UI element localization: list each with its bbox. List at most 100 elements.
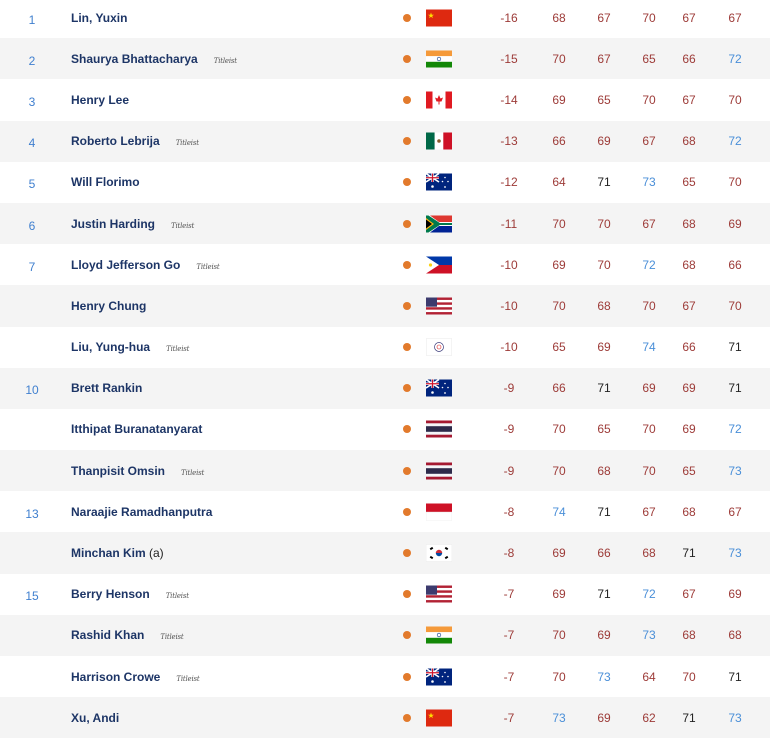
player-name-link[interactable]: Minchan Kim (a) [71,546,164,560]
table-row[interactable]: Liu, Yung-hua Titleist -10 65 69 74 66 71 [0,326,770,368]
player-name: Liu, Yung-hua [71,340,151,355]
round-5-score: 69 [728,587,742,602]
player-name-link[interactable]: Rashid Khan Titleist [71,628,184,642]
player-name: Minchan Kim [71,546,146,561]
round-2-score: 69 [597,710,611,725]
status-dot-icon [403,425,411,434]
round-5-score: 70 [728,175,742,190]
player-name-link[interactable]: Justin Harding Titleist [71,217,194,231]
table-row[interactable]: Harrison Crowe Titleist -7 70 73 64 70 71 [0,656,770,698]
round-4-score: 67 [682,10,696,25]
player-name-link[interactable]: Thanpisit Omsin Titleist [71,464,204,478]
table-row[interactable]: 15 Berry Henson Titleist -7 69 71 72 67 69 [0,573,770,615]
flag-kor-icon [426,544,452,562]
flag-phi-icon [426,256,452,274]
table-row[interactable]: 5 Will Florimo -12 64 71 73 65 70 [0,161,770,203]
table-row[interactable]: Xu, Andi -7 73 69 62 71 73 [0,697,770,739]
table-row[interactable]: 3 Henry Lee -14 69 65 70 67 70 [0,79,770,121]
table-row[interactable]: 13 Naraajie Ramadhanputra -8 74 71 67 68 67 [0,491,770,533]
round-3-score: 73 [642,175,656,190]
table-row[interactable]: 10 Brett Rankin -9 66 71 69 69 71 [0,367,770,409]
player-name: Lin, Yuxin [71,10,128,25]
table-row[interactable]: Minchan Kim (a) -8 69 66 68 71 73 [0,532,770,574]
total-to-par: -9 [503,463,515,478]
total-to-par: -10 [500,298,518,313]
round-4-score: 68 [682,504,696,519]
player-name-link[interactable]: Lin, Yuxin [71,11,127,25]
position: 6 [28,218,36,233]
status-dot-icon [403,466,411,475]
player-name-link[interactable]: Harrison Crowe Titleist [71,670,200,684]
player-name-link[interactable]: Henry Chung [71,299,146,313]
player-name-link[interactable]: Will Florimo [71,175,140,189]
player-name-link[interactable]: Shaurya Bhattacharya Titleist [71,52,237,66]
round-4-score: 66 [682,51,696,66]
total-to-par: -7 [503,587,515,602]
titleist-logo: Titleist [165,592,189,601]
round-4-score: 68 [682,628,696,643]
round-2-score: 68 [597,298,611,313]
flag-rsa-icon [426,215,452,233]
player-name-link[interactable]: Lloyd Jefferson Go Titleist [71,258,220,272]
position: 7 [28,259,36,274]
table-row[interactable]: 7 Lloyd Jefferson Go Titleist -10 69 70 72 68… [0,244,770,286]
total-to-par: -15 [500,51,518,66]
round-4-score: 71 [682,710,696,725]
table-row[interactable]: 1 Lin, Yuxin -16 68 67 70 67 67 [0,0,770,39]
flag-usa-icon [426,297,452,315]
round-3-score: 70 [642,422,656,437]
flag-chn-icon [426,709,452,727]
player-name: Shaurya Bhattacharya [71,51,198,66]
round-1-score: 74 [552,504,566,519]
round-3-score: 73 [642,628,656,643]
round-1-score: 68 [552,10,566,25]
round-2-score: 67 [597,10,611,25]
round-2-score: 66 [597,546,611,561]
table-row[interactable]: Henry Chung -10 70 68 70 67 70 [0,285,770,327]
flag-ind-icon [426,626,452,644]
titleist-logo: Titleist [213,56,237,65]
flag-can-icon [426,91,452,109]
table-row[interactable]: 4 Roberto Lebrija Titleist -13 66 69 67 68 72 [0,120,770,162]
round-4-score: 69 [682,422,696,437]
status-dot-icon [403,137,411,146]
table-row[interactable]: 6 Justin Harding Titleist -11 70 70 67 68 69 [0,202,770,245]
table-row[interactable]: Thanpisit Omsin Titleist -9 70 68 70 65 73 [0,450,770,492]
round-2-score: 70 [597,257,611,272]
round-3-score: 65 [642,51,656,66]
round-1-score: 70 [552,422,566,437]
round-5-score: 73 [728,710,742,725]
total-to-par: -7 [503,628,515,643]
round-5-score: 70 [728,298,742,313]
round-4-score: 68 [682,257,696,272]
player-name: Brett Rankin [71,381,143,396]
player-name-link[interactable]: Brett Rankin [71,381,142,395]
round-5-score: 71 [728,381,742,396]
round-2-score: 71 [597,175,611,190]
status-dot-icon [403,672,411,681]
round-5-score: 66 [728,257,742,272]
table-row[interactable]: 2 Shaurya Bhattacharya Titleist -15 70 67 65… [0,38,770,80]
round-5-score: 69 [728,216,742,231]
round-2-score: 71 [597,587,611,602]
player-name-link[interactable]: Roberto Lebrija Titleist [71,134,199,148]
player-name-link[interactable]: Xu, Andi [71,711,119,725]
flag-tha-icon [426,420,452,438]
status-dot-icon [403,95,411,104]
round-1-score: 70 [552,669,566,684]
player-name-link[interactable]: Naraajie Ramadhanputra [71,505,212,519]
player-name-link[interactable]: Berry Henson Titleist [71,587,189,601]
status-dot-icon [403,590,411,599]
round-3-score: 70 [642,10,656,25]
player-name-link[interactable]: Liu, Yung-hua Titleist [71,340,189,354]
round-4-score: 70 [682,669,696,684]
round-4-score: 67 [682,298,696,313]
table-row[interactable]: Itthipat Buranatanyarat -9 70 65 70 69 72 [0,408,770,451]
total-to-par: -7 [503,669,515,684]
round-5-score: 72 [728,422,742,437]
round-1-score: 70 [552,216,566,231]
player-name-link[interactable]: Itthipat Buranatanyarat [71,422,202,436]
player-name: Naraajie Ramadhanputra [71,504,213,519]
table-row[interactable]: Rashid Khan Titleist -7 70 69 73 68 68 [0,614,770,656]
player-name-link[interactable]: Henry Lee [71,93,129,107]
